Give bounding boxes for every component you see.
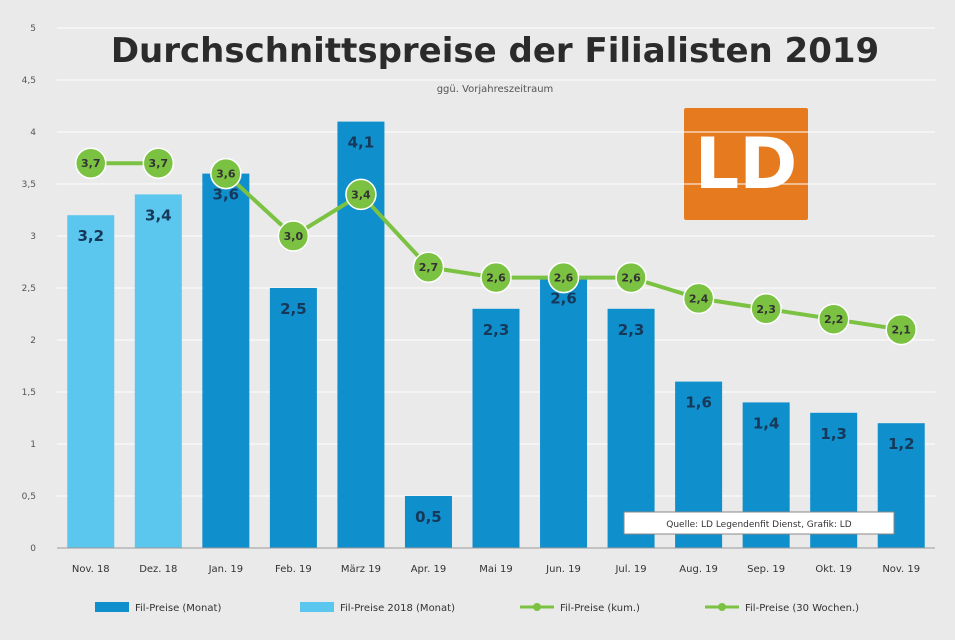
current-year-point <box>615 261 647 294</box>
y-axis: 0 0,5 1 1,5 2 2,5 3 3,5 4 4,5 5 <box>22 24 37 554</box>
current-year-point-label: 3,4 <box>351 188 371 201</box>
data-labels: 3,2 3,4 3,6 2,5 4,1 0,5 2,3 2,6 2,3 1,6 1,4 1,3 1,2 3… <box>77 134 914 526</box>
bar <box>202 173 250 548</box>
bar-value-label: 2,6 <box>550 290 577 308</box>
x-tick-label: Mai 19 <box>479 564 512 575</box>
current-year-point <box>345 178 377 211</box>
x-tick-label: Jun. 19 <box>545 564 581 575</box>
x-tick-label: Okt. 19 <box>815 564 852 575</box>
current-year-point <box>682 282 715 315</box>
bar <box>269 288 317 548</box>
bar <box>67 215 115 548</box>
current-year-point <box>817 303 850 335</box>
y-tick-label: 4,5 <box>22 76 36 86</box>
bar-value-label: 3,4 <box>145 206 172 224</box>
bar-value-label: 2,3 <box>483 321 510 339</box>
bar-value-label: 2,5 <box>280 300 307 318</box>
bars <box>67 121 925 548</box>
current-year-point-label: 2,2 <box>824 313 844 326</box>
current-year-point-label: 2,3 <box>756 303 776 316</box>
current-year-point <box>210 157 242 190</box>
legend-swatch-marker <box>718 603 726 611</box>
current-year-point-label: 2,1 <box>891 324 911 337</box>
source-box: Quelle: LD Legendenfit Dienst, Grafik: L… <box>623 511 895 535</box>
current-year-point <box>750 293 782 325</box>
bar <box>607 308 655 548</box>
legend-label: Fil-Preise (Monat) <box>135 603 221 614</box>
ld-logo-text: LD <box>695 123 798 205</box>
y-tick-label: 1 <box>30 440 36 450</box>
legend-label: Fil-Preise 2018 (Monat) <box>340 603 455 614</box>
source-text: Quelle: LD Legendenfit Dienst, Grafik: L… <box>666 520 852 530</box>
bar-value-label: 3,6 <box>213 186 240 204</box>
current-year-point <box>547 261 580 294</box>
prev-year-point-label: 3,7 <box>149 157 169 170</box>
current-year-point-label: 3,6 <box>216 168 236 181</box>
current-year-point-label: 2,7 <box>419 261 439 274</box>
current-year-point-label: 2,6 <box>486 272 506 285</box>
x-tick-label: Nov. 19 <box>882 564 920 575</box>
current-year-point <box>412 251 445 283</box>
x-tick-label: Nov. 18 <box>72 564 110 575</box>
x-tick-label: Jan. 19 <box>208 564 244 575</box>
source-box-frame <box>623 511 895 535</box>
y-tick-label: 5 <box>30 24 36 34</box>
x-tick-label: Jul. 19 <box>614 564 646 575</box>
current-year-point-label: 2,6 <box>554 272 574 285</box>
prev-year-point <box>75 147 107 179</box>
ld-logo: LD <box>684 108 808 220</box>
current-year-point-label: 3,0 <box>284 230 304 243</box>
legend-label: Fil-Preise (kum.) <box>560 603 640 614</box>
legend-swatch-bar <box>300 602 334 612</box>
x-tick-label: März 19 <box>341 564 381 575</box>
bar-value-label: 0,5 <box>415 508 442 526</box>
lines <box>75 147 917 346</box>
bar-value-label: 1,3 <box>820 425 847 443</box>
y-tick-label: 3,5 <box>22 180 36 190</box>
y-tick-label: 4 <box>30 128 36 138</box>
ld-logo-background <box>684 108 808 220</box>
current-year-point <box>277 220 310 252</box>
x-tick-label: Aug. 19 <box>679 564 718 575</box>
legend-swatch-marker <box>533 603 541 611</box>
legend-swatch-bar <box>95 602 129 612</box>
legend-label: Fil-Preise (30 Wochen.) <box>745 603 859 614</box>
x-tick-label: Apr. 19 <box>411 564 446 575</box>
chart-subtitle: ggü. Vorjahreszeitraum <box>437 84 554 95</box>
x-tick-label: Dez. 18 <box>139 564 177 575</box>
current-year-point-label: 2,6 <box>621 272 641 285</box>
legend: Fil-Preise (Monat) Fil-Preise 2018 (Monat… <box>95 602 859 614</box>
chart-title: Durchschnittspreise der Filialisten 2019 <box>111 31 879 71</box>
bar <box>540 277 588 548</box>
bar-value-label: 4,1 <box>348 134 375 152</box>
bar-value-label: 3,2 <box>77 227 104 245</box>
y-tick-label: 0,5 <box>22 492 36 502</box>
bar-value-label: 1,6 <box>685 394 712 412</box>
bar-value-label: 1,2 <box>888 435 915 453</box>
current-year-point <box>480 261 512 294</box>
bar-value-label: 1,4 <box>753 414 780 432</box>
prev-year-point-label: 3,7 <box>81 157 101 170</box>
y-tick-label: 1,5 <box>22 388 36 398</box>
bar-value-label: 2,3 <box>618 321 645 339</box>
x-tick-label: Feb. 19 <box>275 564 312 575</box>
x-axis: Nov. 18 Dez. 18 Jan. 19 Feb. 19 März 19 Apr. … <box>57 547 935 575</box>
x-tick-label: Sep. 19 <box>747 564 785 575</box>
y-tick-label: 2,5 <box>22 284 36 294</box>
bar <box>134 194 182 548</box>
current-year-point <box>885 313 917 346</box>
y-tick-label: 2 <box>30 336 36 346</box>
y-tick-label: 0 <box>30 544 36 554</box>
bar <box>472 308 520 548</box>
y-tick-label: 3 <box>30 232 36 242</box>
bar <box>404 496 452 548</box>
prev-year-point <box>142 147 175 179</box>
current-year-point-label: 2,4 <box>689 292 709 305</box>
